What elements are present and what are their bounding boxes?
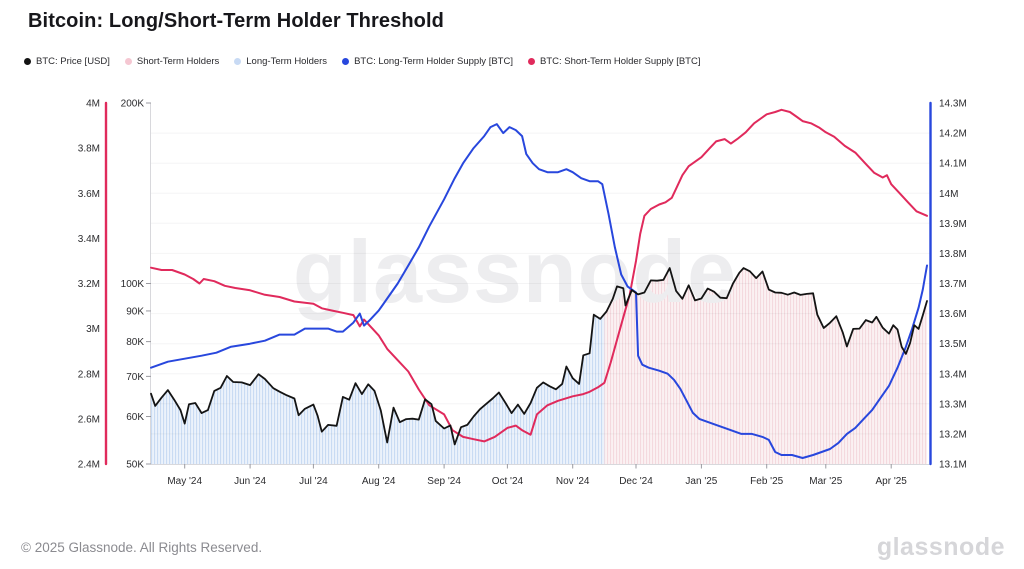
y-axis-sth-label: 2.4M — [78, 460, 100, 471]
y-axis-sth-label: 2.8M — [78, 369, 100, 380]
y-axis-lth-label: 14.3M — [939, 99, 967, 110]
y-axis-price-label: 50K — [126, 460, 144, 471]
x-axis-month-label: Mar '25 — [809, 476, 842, 487]
x-axis-month-label: Apr '25 — [876, 476, 908, 487]
x-axis-month-label: Oct '24 — [492, 476, 524, 487]
y-axis-lth-label: 13.6M — [939, 309, 967, 320]
y-axis-lth-label: 13.4M — [939, 369, 967, 380]
legend-dot-icon — [124, 58, 132, 65]
y-axis-price-label: 200K — [121, 99, 145, 110]
legend-item-3[interactable]: BTC: Long-Term Holder Supply [BTC] — [342, 56, 513, 67]
legend-dot-icon — [527, 58, 535, 65]
y-axis-lth-label: 13.5M — [939, 339, 967, 350]
y-axis-price-label: 70K — [126, 372, 144, 383]
glassnode-logo: glassnode — [876, 533, 1005, 561]
x-axis-month-label: May '24 — [167, 476, 202, 487]
legend-item-4[interactable]: BTC: Short-Term Holder Supply [BTC] — [527, 56, 701, 67]
x-axis-month-label: Nov '24 — [556, 476, 590, 487]
y-axis-lth-label: 13.7M — [939, 279, 967, 290]
chart-legend: BTC: Price [USD] Short-Term Holders Long-T… — [24, 56, 700, 67]
axis-labels: 4M 3.8M 3.6M 3.4M 3.2M 3M 2.8M 2.6M 2.4M 200K 100K… — [78, 99, 967, 488]
x-axis-month-label: Jan '25 — [685, 476, 717, 487]
y-axis-lth-label: 13.1M — [939, 460, 967, 471]
y-axis-lth-label: 13.2M — [939, 429, 967, 440]
y-axis-sth-label: 3.4M — [78, 234, 100, 245]
series-line-lth_supply — [150, 123, 928, 459]
y-axis-lth-label: 13.8M — [939, 249, 967, 260]
y-axis-lth-label: 14.2M — [939, 129, 967, 140]
page-title: Bitcoin: Long/Short-Term Holder Threshol… — [28, 10, 444, 32]
price-area-fill — [151, 268, 927, 464]
footer-copyright: © 2025 Glassnode. All Rights Reserved. — [21, 540, 263, 555]
legend-item-1[interactable]: Short-Term Holders — [124, 56, 220, 67]
y-axis-price-label: 60K — [126, 412, 144, 423]
y-axis-sth-label: 2.6M — [78, 414, 100, 425]
legend-dot-icon — [234, 58, 242, 65]
y-axis-price-label: 100K — [121, 279, 145, 290]
grid-lines — [151, 132, 930, 435]
y-axis-price-label: 80K — [126, 337, 144, 348]
y-axis-lth-label: 14M — [939, 189, 958, 200]
series-line-price_usd — [150, 267, 928, 446]
y-axis-sth-label: 4M — [86, 99, 100, 110]
legend-item-label: BTC: Long-Term Holder Supply [BTC] — [354, 56, 513, 67]
y-axis-sth-label: 3.6M — [78, 189, 100, 200]
legend-item-2[interactable]: Long-Term Holders — [234, 56, 327, 67]
x-axis-month-label: Jul '24 — [299, 476, 328, 487]
legend-item-label: BTC: Short-Term Holder Supply [BTC] — [539, 56, 701, 67]
axes — [104, 101, 932, 466]
y-axis-sth-label: 3M — [86, 324, 100, 335]
legend-item-label: Short-Term Holders — [136, 56, 220, 67]
x-axis-month-label: Dec '24 — [619, 476, 653, 487]
x-axis-month-label: Feb '25 — [750, 476, 783, 487]
x-axis-month-label: Sep '24 — [427, 476, 461, 487]
y-axis-price-label: 90K — [126, 306, 144, 317]
legend-dot-icon — [342, 58, 350, 65]
y-axis-lth-label: 13.9M — [939, 219, 967, 230]
x-axis-month-label: Jun '24 — [234, 476, 266, 487]
y-axis-lth-label: 14.1M — [939, 159, 967, 170]
legend-item-label: BTC: Price [USD] — [36, 56, 110, 67]
glassnode-watermark: glassnode — [293, 222, 737, 321]
legend-item-0[interactable]: BTC: Price [USD] — [24, 56, 110, 67]
legend-dot-icon — [24, 58, 31, 65]
y-axis-lth-label: 13.3M — [939, 399, 967, 410]
series-line-sth_supply — [150, 108, 928, 443]
y-axis-sth-label: 3.2M — [78, 279, 100, 290]
legend-item-label: Long-Term Holders — [246, 56, 328, 67]
x-axis-month-label: Aug '24 — [362, 476, 396, 487]
y-axis-sth-label: 3.8M — [78, 144, 100, 155]
